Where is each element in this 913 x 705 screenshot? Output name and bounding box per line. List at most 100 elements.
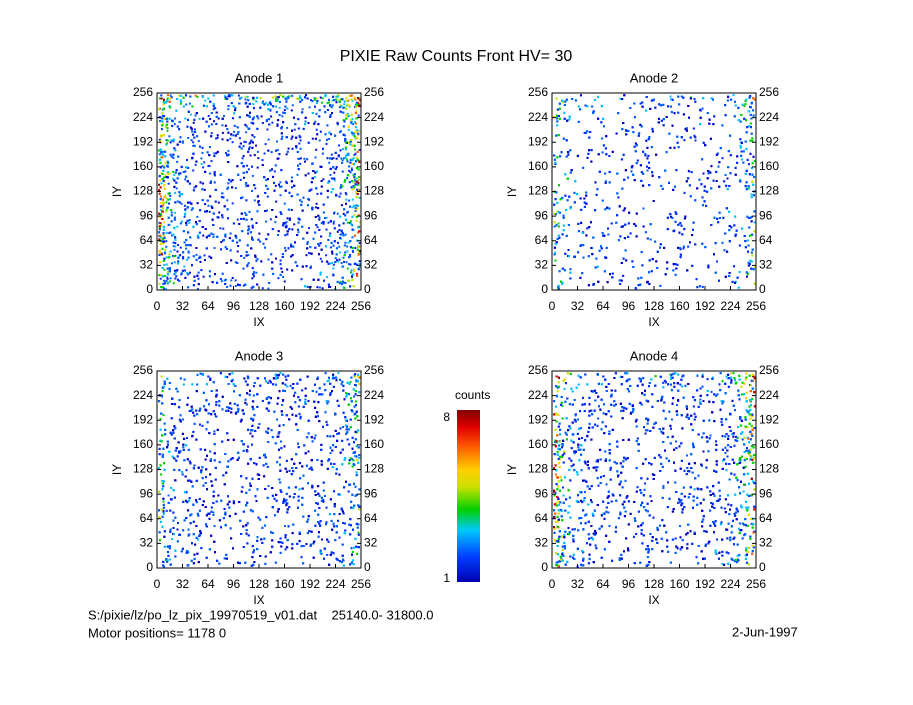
pixel [332,267,335,270]
pixel [162,228,165,231]
pixel [199,145,201,148]
y-tick-label: 224 [133,110,153,124]
pixel [646,169,649,172]
pixel [355,263,358,266]
pixel [350,222,353,225]
pixel [285,180,288,183]
pixel [333,179,336,182]
pixel [334,168,337,170]
pixel [301,225,304,228]
pixel [314,171,317,174]
pixel [222,239,225,242]
pixel [286,268,289,271]
pixel [247,114,250,117]
pixel [171,125,174,127]
pixel [266,209,268,212]
pixel [255,100,258,103]
y-tick-label-right: 64 [364,233,378,247]
pixel [579,108,582,111]
pixel [311,112,314,114]
pixel [230,133,233,136]
pixel [161,237,164,240]
pixel [169,106,172,109]
pixel [290,109,293,112]
pixel [179,99,182,102]
pixel [280,127,283,130]
pixel [249,141,252,144]
pixel [251,226,254,229]
pixel [553,253,556,256]
x-tick-label: 192 [300,299,320,313]
pixel [673,229,676,232]
pixel [583,132,586,134]
pixel [310,181,313,184]
pixel [313,176,316,179]
pixel [290,243,293,246]
pixel [267,287,270,290]
pixel [212,103,215,106]
pixel [739,179,742,181]
pixel [197,271,200,274]
pixel [560,151,563,154]
pixel [329,232,332,235]
pixel [203,254,206,257]
pixel [242,145,245,148]
pixel [677,146,680,149]
pixel [216,136,219,139]
pixel [210,205,213,208]
pixel [195,247,198,249]
pixel [190,202,193,205]
pixel [277,230,280,233]
pixel [751,248,754,251]
pixel [342,222,345,225]
pixel [245,125,248,128]
pixel [245,171,248,174]
pixel [304,285,306,288]
pixel [618,279,621,282]
pixel [282,276,285,278]
pixel [160,172,163,175]
pixel [348,165,351,168]
pixel [252,285,255,288]
pixel [229,232,232,235]
pixel [565,209,568,211]
pixel [343,120,346,123]
pixel [320,165,323,168]
pixel [344,140,347,142]
pixel [354,160,357,163]
pixel [347,210,349,213]
pixel [744,140,747,143]
pixel [170,262,173,265]
pixel [237,94,240,97]
pixel [179,193,182,196]
pixel [683,228,686,231]
pixel [267,233,270,236]
pixel [161,198,164,201]
pixel [739,120,742,123]
pixel [716,152,719,155]
pixel [162,115,165,117]
pixel [679,222,682,225]
pixel [353,135,356,138]
pixel [319,257,322,260]
pixel [754,266,756,269]
pixel [657,121,660,124]
pixel [666,228,669,231]
pixel [241,157,244,160]
pixel [328,131,331,134]
pixel [608,155,611,157]
pixel [210,160,213,163]
pixel [558,117,561,120]
pixel [329,104,332,107]
pixel [750,267,753,270]
pixel [164,155,167,158]
pixel [345,202,347,205]
pixel [165,118,168,120]
pixel [159,120,162,122]
pixel [275,257,277,260]
x-tick-label: 160 [274,299,294,313]
pixel [165,123,168,126]
pixel [277,96,280,99]
pixel [747,110,750,113]
pixel [197,283,200,286]
